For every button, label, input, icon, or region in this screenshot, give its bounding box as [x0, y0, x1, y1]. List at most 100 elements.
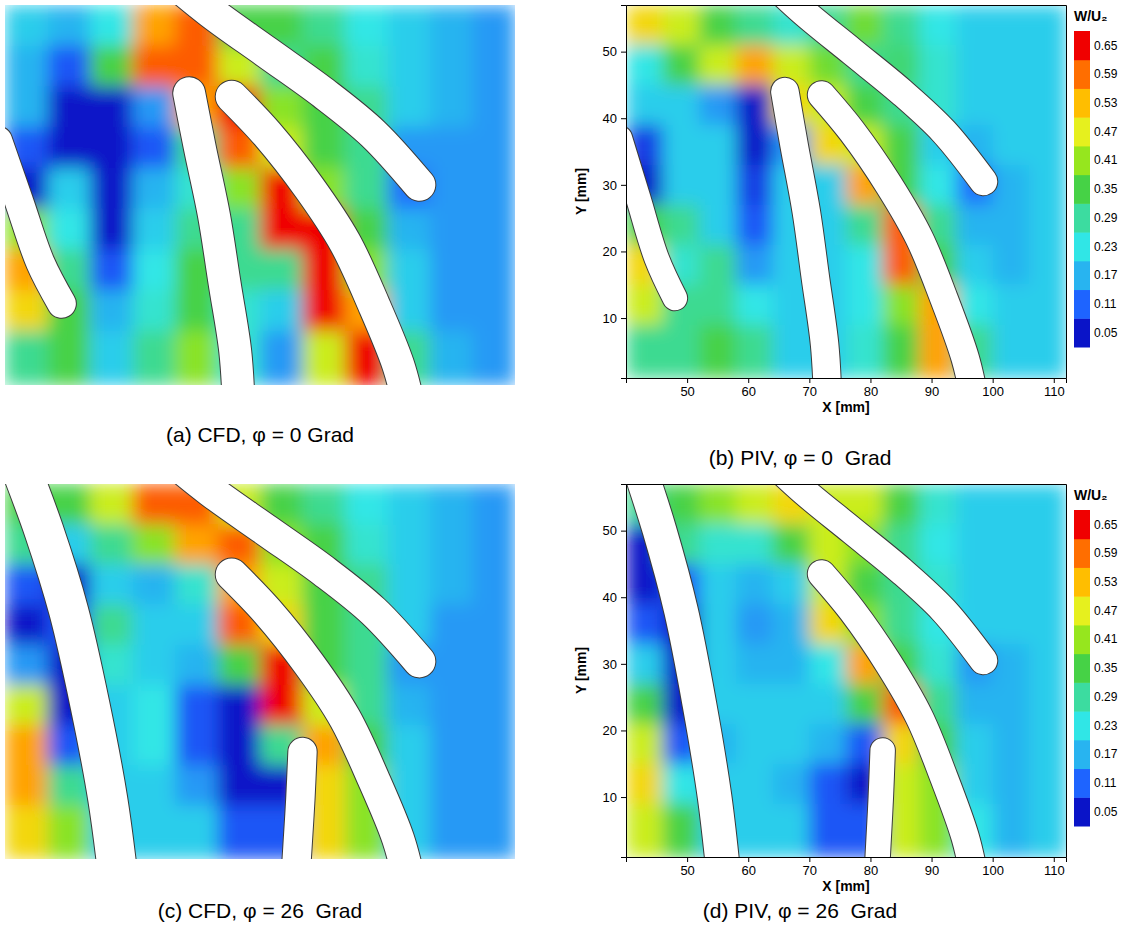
cell [473, 249, 516, 290]
cell [175, 605, 218, 646]
cell [1029, 804, 1066, 857]
cell [430, 168, 473, 209]
cell [956, 524, 993, 565]
cell [699, 5, 736, 46]
colorbar-level [1074, 510, 1090, 539]
cell [626, 325, 663, 378]
cell [1029, 85, 1066, 126]
cell [430, 5, 473, 46]
cell [663, 45, 700, 86]
cell [956, 5, 993, 46]
tick-label: 30 [603, 656, 617, 671]
cell [473, 564, 516, 605]
cell [175, 805, 218, 859]
cell [473, 805, 516, 859]
cell [388, 46, 431, 87]
cell [956, 245, 993, 286]
cell [473, 605, 516, 646]
cell [626, 764, 663, 805]
cell [993, 5, 1030, 46]
colorbar-tick-label: 0.53 [1094, 575, 1118, 589]
cell [809, 644, 846, 685]
frame [627, 5, 1067, 6]
cell [48, 209, 91, 250]
colorbar-tick-label: 0.47 [1094, 125, 1118, 139]
axis-line [627, 379, 1067, 384]
cell [626, 684, 663, 725]
axis-line [627, 858, 1067, 863]
cell [48, 5, 91, 46]
tick-mark [621, 531, 626, 532]
cell [218, 645, 261, 686]
tick-label: 20 [603, 244, 617, 259]
cell [956, 484, 993, 525]
cell [1029, 45, 1066, 86]
blade [638, 484, 724, 857]
tick-mark [993, 857, 994, 862]
cell [430, 46, 473, 87]
colorbar-level [1074, 60, 1090, 89]
cell [5, 605, 48, 646]
tick-mark [687, 857, 688, 862]
cell [699, 285, 736, 326]
blade [760, 5, 983, 182]
tick: 60 [741, 378, 755, 399]
cell [1029, 484, 1066, 525]
cell [430, 86, 473, 127]
tick: 50 [603, 44, 626, 59]
cell [388, 524, 431, 565]
tick: 110 [1044, 857, 1065, 878]
cell [626, 45, 663, 86]
cell [626, 724, 663, 765]
cell [993, 325, 1030, 378]
cell [736, 644, 773, 685]
blade [785, 92, 828, 378]
tick-mark [621, 52, 626, 53]
tick-mark [809, 378, 810, 383]
cell [90, 484, 133, 525]
cell [736, 85, 773, 126]
cell [260, 685, 303, 726]
cell [846, 684, 883, 725]
tick-mark [1054, 378, 1055, 383]
cell [473, 331, 516, 385]
cell [175, 524, 218, 565]
cell [1029, 125, 1066, 166]
cell [736, 724, 773, 765]
cell [90, 209, 133, 250]
panel: 50607080901001101020304050X [mm]Y [mm]0.… [573, 451, 1118, 894]
tick: 50 [680, 857, 694, 878]
cell [430, 685, 473, 726]
blade [626, 138, 675, 298]
blade-outline [760, 5, 983, 182]
cell [303, 290, 346, 331]
tick: 10 [603, 311, 626, 326]
cell [626, 804, 663, 857]
tick-mark [687, 378, 688, 383]
cell [809, 804, 846, 857]
colorbar-level [1074, 146, 1090, 175]
tick: 40 [603, 111, 626, 126]
colorbar-level [1074, 711, 1090, 740]
colorbar-level [1074, 769, 1090, 798]
cell [699, 205, 736, 246]
tick-label: 20 [603, 723, 617, 738]
y-axis: 1020304050 [603, 485, 627, 858]
cell [626, 644, 663, 685]
cell [993, 85, 1030, 126]
cell [663, 125, 700, 166]
plot-area [5, 5, 515, 385]
x-axis: 5060708090100110 [627, 378, 1067, 399]
cell [90, 46, 133, 87]
cell [345, 46, 388, 87]
tick-label: 50 [603, 44, 617, 59]
colorbar-level [1074, 654, 1090, 683]
cell [626, 85, 663, 126]
cell [626, 604, 663, 645]
colorbar-level [1074, 797, 1090, 826]
cell [1029, 524, 1066, 565]
cell [736, 5, 773, 46]
colorbar-level [1074, 596, 1090, 625]
cell [1029, 245, 1066, 286]
cell [993, 125, 1030, 166]
